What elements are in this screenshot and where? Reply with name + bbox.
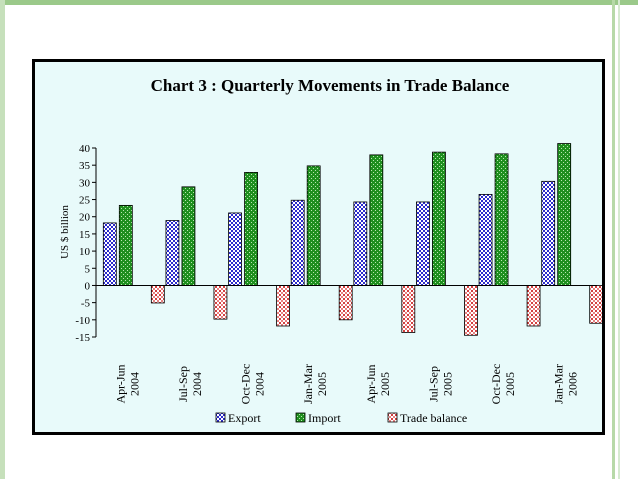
y-tick-label: 35 bbox=[79, 160, 91, 172]
x-category-label: Apr-Jun2005 bbox=[364, 364, 392, 403]
slide-right-border-inner bbox=[618, 0, 620, 479]
legend: Export Import Trade balance bbox=[215, 411, 467, 425]
chart-title: Chart 3 : Quarterly Movements in Trade B… bbox=[151, 76, 510, 95]
x-category-label-line1: Oct-Dec bbox=[239, 364, 253, 405]
x-category-label-line2: 2005 bbox=[378, 372, 392, 396]
legend-swatch-export bbox=[215, 412, 226, 423]
export-bar bbox=[290, 199, 305, 286]
x-category-label-line1: Apr-Jun bbox=[364, 364, 378, 403]
trade-balance-bar bbox=[276, 285, 290, 327]
export-bar bbox=[353, 201, 368, 286]
import-bar bbox=[369, 154, 384, 286]
y-tick-label: 30 bbox=[79, 177, 91, 189]
export-bar bbox=[228, 212, 242, 286]
legend-label-export: Export bbox=[228, 411, 261, 425]
export-bar bbox=[165, 220, 180, 286]
x-category-label-line2: 2005 bbox=[440, 372, 454, 396]
y-tick-label: 20 bbox=[79, 212, 91, 224]
x-category-label-line2: 2004 bbox=[190, 372, 204, 396]
export-bar bbox=[478, 193, 493, 286]
y-tick-label: 5 bbox=[85, 263, 91, 275]
trade-balance-bar bbox=[213, 285, 228, 320]
import-bar bbox=[181, 186, 196, 286]
x-category-label: Jan-Mar2005 bbox=[301, 364, 329, 404]
import-bar bbox=[244, 171, 258, 286]
legend-label-trade-balance: Trade balance bbox=[400, 411, 467, 425]
import-bar bbox=[306, 165, 321, 286]
y-tick-label: 40 bbox=[79, 143, 91, 155]
legend-swatch-trade-balance bbox=[387, 412, 398, 423]
chart-frame: Chart 3 : Quarterly Movements in Trade B… bbox=[32, 59, 605, 435]
x-category-label-line1: Apr-Jun bbox=[113, 364, 127, 403]
trade-balance-bar bbox=[150, 285, 165, 304]
legend-swatch-import bbox=[295, 412, 306, 423]
import-bar bbox=[432, 151, 446, 286]
import-bar bbox=[557, 143, 572, 286]
x-category-label-line2: 2004 bbox=[127, 372, 141, 396]
x-category-label-line1: Jan-Mar bbox=[552, 364, 566, 404]
import-bar bbox=[494, 153, 509, 286]
x-category-label: Jul-Sep2005 bbox=[426, 366, 454, 402]
x-category-label-line2: 2005 bbox=[503, 372, 517, 396]
x-category-label-line2: 2004 bbox=[253, 372, 267, 396]
trade-balance-bar bbox=[464, 285, 478, 336]
x-category-label-line1: Jan-Mar bbox=[301, 364, 315, 404]
x-category-label-line2: 2006 bbox=[566, 372, 580, 396]
x-category-label-line2: 2005 bbox=[315, 372, 329, 396]
slide-right-border bbox=[612, 0, 615, 479]
y-axis-label: US $ billion bbox=[59, 205, 71, 259]
x-category-label: Oct-Dec2005 bbox=[489, 364, 517, 405]
export-bar bbox=[102, 222, 117, 286]
trade-balance-bar bbox=[589, 285, 602, 324]
bar-chart: Chart 3 : Quarterly Movements in Trade B… bbox=[59, 76, 602, 425]
slide-top-border bbox=[0, 0, 638, 5]
import-bar bbox=[118, 204, 133, 286]
y-tick-label: 25 bbox=[79, 195, 91, 207]
y-tick-label: 10 bbox=[79, 246, 91, 258]
x-category-label: Apr-Jun2004 bbox=[113, 364, 141, 403]
x-category-label: Jul-Sep2004 bbox=[176, 366, 204, 402]
trade-balance-bar bbox=[338, 285, 353, 321]
export-bar bbox=[416, 201, 430, 286]
x-category-label: Jan-Mar2006 bbox=[552, 364, 580, 404]
x-category-label-line1: Jul-Sep bbox=[426, 366, 440, 402]
x-category-label-line1: Jul-Sep bbox=[176, 366, 190, 402]
x-category-label-line1: Oct-Dec bbox=[489, 364, 503, 405]
trade-balance-bar bbox=[526, 285, 541, 327]
trade-balance-bar bbox=[401, 285, 416, 333]
y-tick-label: 0 bbox=[85, 280, 91, 292]
y-tick-label: -10 bbox=[75, 315, 90, 327]
y-tick-label: -15 bbox=[75, 332, 90, 344]
legend-label-import: Import bbox=[308, 411, 341, 425]
y-tick-label: -5 bbox=[81, 298, 91, 310]
y-tick-label: 15 bbox=[79, 229, 91, 241]
slide-left-border bbox=[0, 0, 5, 479]
export-bar bbox=[541, 180, 556, 286]
x-category-label: Oct-Dec2004 bbox=[239, 364, 267, 405]
